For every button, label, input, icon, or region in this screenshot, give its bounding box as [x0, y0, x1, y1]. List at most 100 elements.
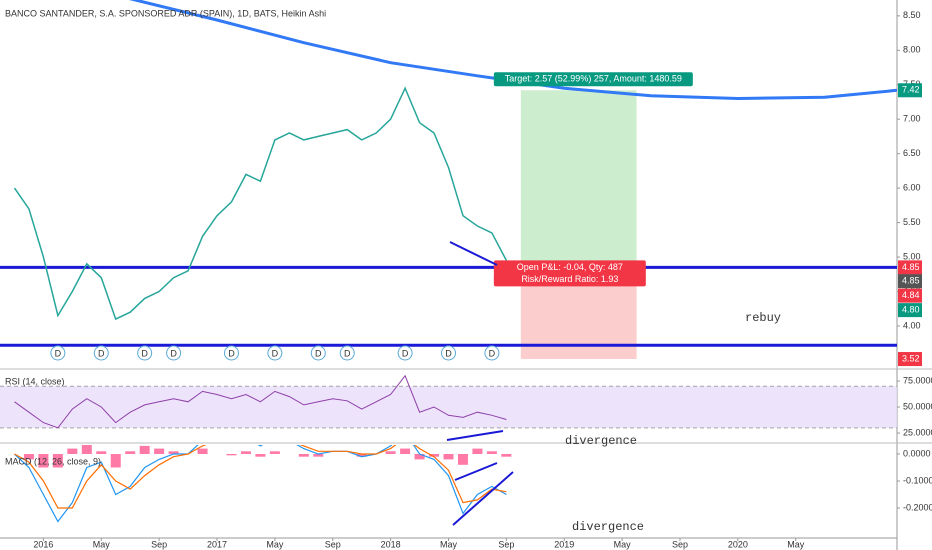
- x-tick-label: 2020: [728, 539, 748, 549]
- y-tick-label: 0.0000: [903, 448, 931, 458]
- annotation: divergence: [565, 434, 637, 448]
- dividend-marker: [441, 345, 456, 361]
- y-tick-label: 8.00: [903, 45, 921, 55]
- y-tick-label: -0.2000: [903, 502, 932, 512]
- trend-line: [454, 462, 498, 481]
- x-tick-label: May: [614, 539, 632, 549]
- x-tick-label: May: [266, 539, 284, 549]
- dividend-marker: [484, 345, 500, 361]
- y-tick-label: -0.1000: [903, 475, 932, 485]
- histogram-bar: [385, 451, 396, 454]
- histogram-bar: [81, 445, 92, 454]
- position-label-bg: [493, 72, 693, 87]
- x-tick-label: Sep: [151, 539, 167, 549]
- histogram-bar: [269, 451, 280, 454]
- x-tick-label: 2017: [207, 539, 227, 549]
- histogram-bar: [197, 448, 208, 454]
- series-line: [13, 86, 508, 321]
- y-tick-label: 6.00: [903, 183, 921, 193]
- overlay: 2016 May Sep 2017 May Sep 2018 May Sep 2019 May Sep…: [33, 10, 932, 549]
- histogram-bar: [139, 445, 150, 454]
- price-label-bg: [898, 288, 922, 303]
- position-label: Target: 2.57 (52.99%) 257, Amount: 1480.…: [505, 74, 682, 84]
- y-tick-label: 7.00: [903, 114, 921, 124]
- dividend-marker: [137, 345, 153, 361]
- price-label-bg: [898, 352, 922, 367]
- histogram-bar: [240, 451, 251, 454]
- macd-panel: [14, 445, 512, 523]
- rsi-band: [0, 386, 897, 428]
- histogram-bar: [472, 448, 483, 454]
- y-tick-label: 5.50: [903, 217, 921, 227]
- histogram-bar: [313, 453, 324, 457]
- dividend-marker: [223, 345, 239, 361]
- position-label-bg: [493, 260, 646, 275]
- price-label-bg: [898, 260, 922, 275]
- dividend-label: D: [315, 348, 322, 358]
- dividend-label: D: [489, 348, 496, 358]
- histogram-bar: [429, 453, 440, 457]
- histogram-bar: [38, 453, 49, 468]
- chart-title: BANCO SANTANDER, S.A. SPONSORED ADR (SPA…: [5, 8, 326, 18]
- histogram-bar: [457, 453, 468, 465]
- annotation: divergence: [572, 520, 644, 534]
- price-label: 4.80: [902, 304, 920, 314]
- price-label-bg: [898, 303, 922, 318]
- x-tick-label: Sep: [325, 539, 341, 549]
- price-label: 4.84: [902, 290, 920, 300]
- series-line: [14, 374, 507, 429]
- histogram-bar: [400, 448, 411, 454]
- histogram-bar: [168, 451, 179, 454]
- dividend-label: D: [228, 348, 235, 358]
- annotation: rebuy: [745, 311, 781, 325]
- histogram-bar: [226, 453, 237, 456]
- dividend-marker: [397, 345, 413, 361]
- rsi-panel: [0, 374, 897, 429]
- position-label: Risk/Reward Ratio: 1.93: [521, 274, 618, 284]
- histogram-bar: [501, 453, 512, 457]
- histogram-bar: [356, 453, 367, 457]
- histogram-bar: [96, 451, 107, 454]
- dividend-label: D: [402, 348, 409, 358]
- position-label-bg: [493, 272, 646, 287]
- price-label: 4.85: [902, 262, 920, 272]
- x-tick-label: Sep: [672, 539, 688, 549]
- x-tick-label: 2016: [33, 539, 53, 549]
- y-tick-label: 50.0000: [903, 401, 932, 411]
- histogram-bar: [125, 451, 136, 454]
- price-label: 4.85: [902, 276, 920, 286]
- x-tick-label: May: [93, 539, 111, 549]
- dividend-marker: [310, 345, 326, 361]
- price-label: 7.42: [902, 85, 920, 95]
- dividend-marker: [93, 345, 109, 361]
- trend-line: [452, 471, 514, 526]
- histogram-bar: [255, 453, 266, 457]
- trend-line: [449, 241, 498, 266]
- dividend-marker: [339, 345, 355, 361]
- x-tick-label: May: [787, 539, 805, 549]
- panel-title: RSI (14, close): [5, 376, 65, 386]
- dividend-label: D: [98, 348, 105, 358]
- histogram-bar: [486, 451, 497, 454]
- y-tick-label: 75.0000: [903, 375, 932, 385]
- dividend-marker: [166, 345, 182, 361]
- dividend-label: D: [272, 348, 279, 358]
- histogram-bar: [52, 453, 63, 468]
- dividend-marker: [267, 345, 283, 361]
- y-tick-label: 6.50: [903, 148, 921, 158]
- histogram-bar: [23, 453, 34, 460]
- y-tick-label: 4.00: [903, 320, 921, 330]
- price-label: 3.52: [902, 353, 920, 363]
- x-tick-label: Sep: [498, 539, 514, 549]
- x-tick-label: 2018: [381, 539, 401, 549]
- x-tick-label: 2019: [554, 539, 574, 549]
- y-tick-label: 8.50: [903, 10, 921, 20]
- histogram-bar: [298, 453, 309, 457]
- histogram-bar: [414, 453, 425, 460]
- price-panel: [0, 0, 897, 360]
- dividend-label: D: [445, 348, 452, 358]
- histogram-bar: [443, 453, 454, 460]
- dividend-label: D: [55, 348, 62, 358]
- trend-line: [446, 430, 504, 441]
